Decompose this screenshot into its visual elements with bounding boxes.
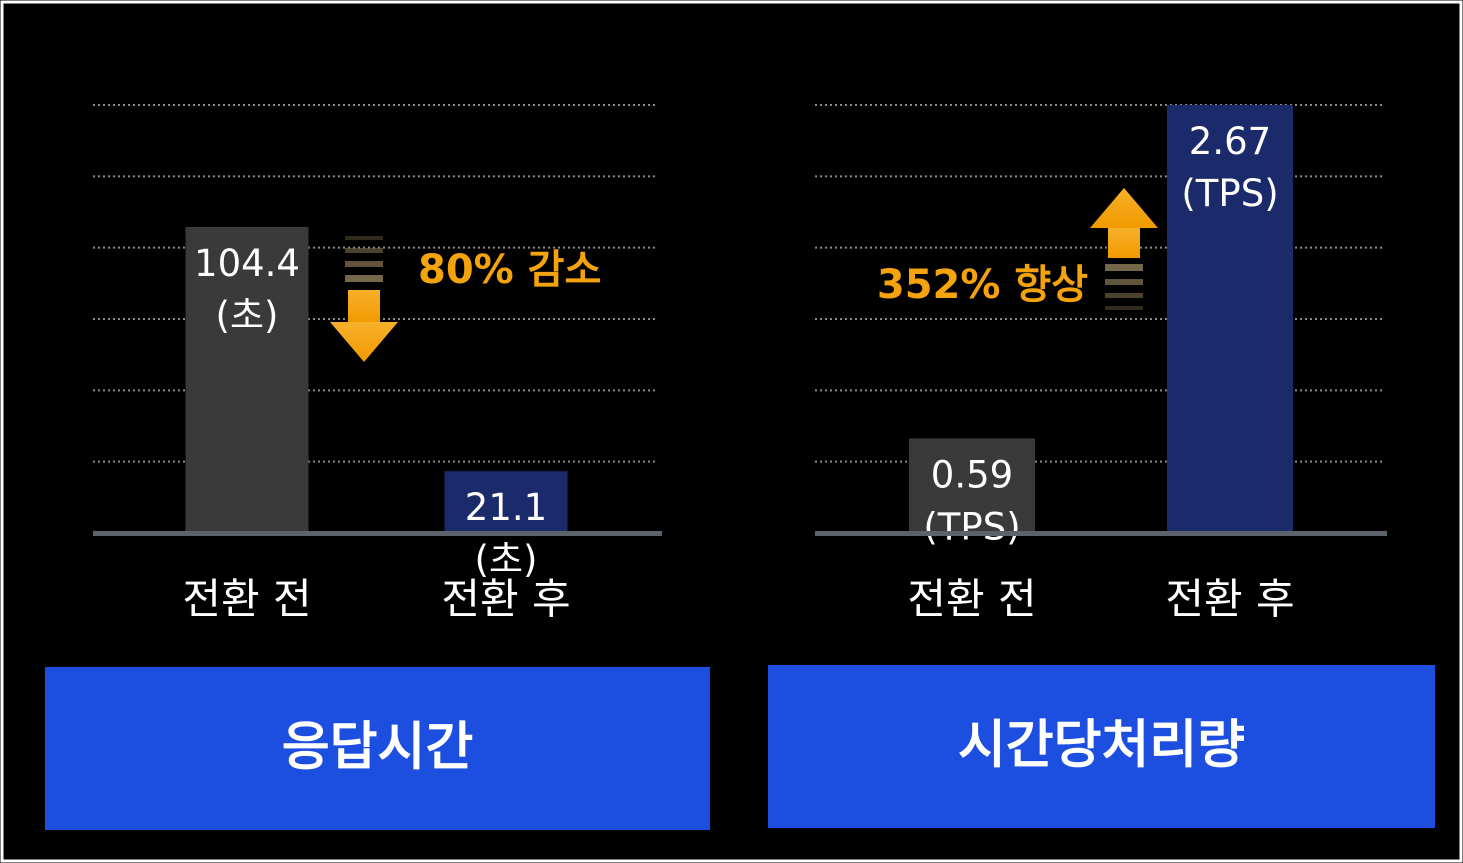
bar — [909, 438, 1035, 533]
baseline — [815, 531, 1387, 536]
bar — [444, 471, 568, 533]
value-label: 0.59 (TPS) — [923, 453, 1020, 548]
title-box — [45, 667, 710, 830]
x-tick-label: 전환 후 — [441, 575, 570, 624]
value-label: 21.1 (초) — [465, 486, 547, 581]
annotation: 352% 향상 — [877, 262, 1088, 308]
up-arrow — [1090, 188, 1158, 310]
bar — [1167, 105, 1293, 533]
annotation: 80% 감소 — [418, 247, 601, 293]
chart-title: 응답시간 — [282, 718, 473, 778]
title-box — [768, 665, 1435, 828]
down-arrow — [330, 236, 398, 362]
value-label: 2.67 (TPS) — [1181, 120, 1278, 215]
chart-title: 시간당처리량 — [958, 716, 1245, 776]
x-tick-label: 전환 후 — [1165, 575, 1294, 624]
x-tick-label: 전환 전 — [907, 575, 1036, 624]
bar — [185, 226, 309, 533]
x-tick-label: 전환 전 — [182, 575, 311, 624]
value-label: 104.4 (초) — [194, 241, 300, 336]
baseline — [93, 531, 662, 536]
